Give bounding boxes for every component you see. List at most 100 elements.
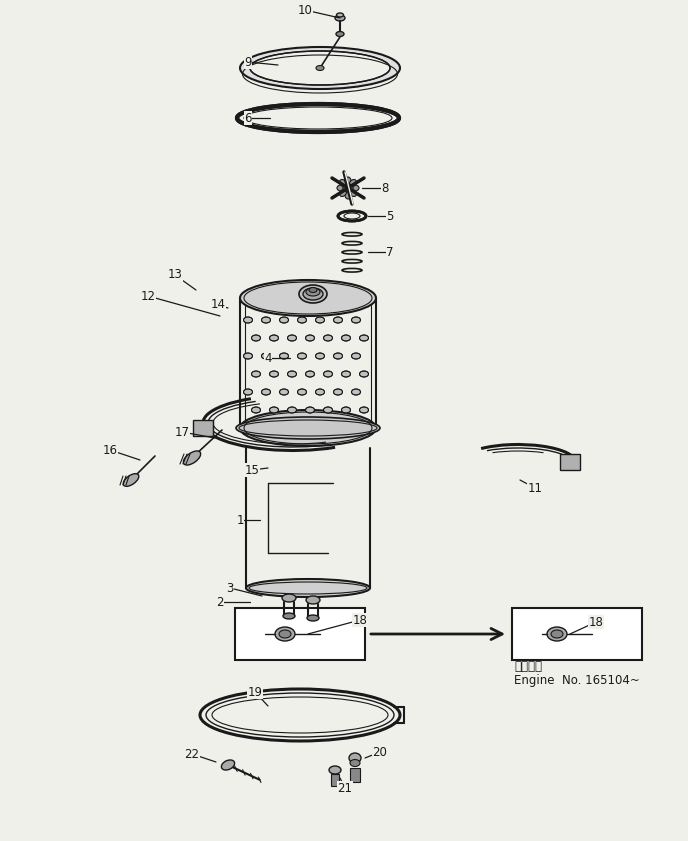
Ellipse shape (345, 177, 351, 185)
Ellipse shape (339, 179, 347, 187)
Text: 13: 13 (168, 268, 182, 282)
Ellipse shape (547, 627, 567, 641)
Ellipse shape (240, 280, 376, 316)
Ellipse shape (240, 410, 376, 446)
Ellipse shape (222, 760, 235, 770)
Bar (350, 768, 360, 782)
Ellipse shape (250, 51, 390, 85)
Ellipse shape (352, 317, 361, 323)
Ellipse shape (334, 389, 343, 395)
Ellipse shape (341, 407, 350, 413)
Ellipse shape (316, 66, 324, 71)
Text: 3: 3 (226, 581, 234, 595)
Ellipse shape (360, 371, 369, 377)
Ellipse shape (244, 389, 252, 395)
Ellipse shape (345, 191, 351, 199)
Ellipse shape (323, 371, 332, 377)
Ellipse shape (261, 389, 270, 395)
Ellipse shape (351, 185, 359, 191)
Ellipse shape (306, 596, 320, 604)
Ellipse shape (261, 317, 270, 323)
Text: 1: 1 (236, 514, 244, 526)
Text: 適用号機: 適用号機 (514, 660, 542, 673)
Text: 19: 19 (248, 685, 263, 699)
Text: 4: 4 (264, 352, 272, 364)
Ellipse shape (279, 389, 288, 395)
Bar (235, 608, 365, 660)
Ellipse shape (270, 371, 279, 377)
Ellipse shape (305, 335, 314, 341)
Ellipse shape (323, 335, 332, 341)
Ellipse shape (316, 317, 325, 323)
Ellipse shape (297, 389, 306, 395)
Ellipse shape (338, 211, 366, 221)
Ellipse shape (305, 407, 314, 413)
Ellipse shape (316, 353, 325, 359)
Text: Engine  No. 165104~: Engine No. 165104~ (514, 674, 640, 687)
Ellipse shape (352, 353, 361, 359)
Ellipse shape (279, 630, 291, 638)
Ellipse shape (360, 335, 369, 341)
Ellipse shape (279, 353, 288, 359)
Ellipse shape (352, 389, 361, 395)
Text: 9: 9 (244, 56, 252, 68)
Text: 8: 8 (381, 182, 389, 194)
Ellipse shape (283, 613, 295, 619)
Ellipse shape (236, 417, 380, 439)
Ellipse shape (282, 594, 296, 602)
Ellipse shape (299, 285, 327, 303)
Ellipse shape (237, 104, 399, 132)
Ellipse shape (334, 353, 343, 359)
Ellipse shape (252, 371, 261, 377)
Text: 21: 21 (338, 781, 352, 795)
Ellipse shape (240, 47, 400, 89)
Ellipse shape (335, 15, 345, 21)
Ellipse shape (275, 627, 295, 641)
Ellipse shape (316, 389, 325, 395)
Ellipse shape (297, 353, 306, 359)
Text: 18: 18 (352, 613, 367, 627)
Text: 15: 15 (244, 463, 259, 477)
Text: 14: 14 (211, 299, 226, 311)
Bar (331, 774, 339, 786)
Text: 22: 22 (184, 748, 200, 760)
Ellipse shape (288, 335, 297, 341)
Bar (512, 608, 642, 660)
Ellipse shape (123, 473, 139, 486)
Ellipse shape (551, 630, 563, 638)
Ellipse shape (339, 189, 347, 197)
Ellipse shape (349, 753, 361, 763)
Ellipse shape (288, 371, 297, 377)
Text: 10: 10 (298, 3, 312, 17)
Ellipse shape (329, 766, 341, 774)
Ellipse shape (307, 615, 319, 621)
Text: 18: 18 (588, 616, 603, 628)
Ellipse shape (270, 335, 279, 341)
Ellipse shape (261, 353, 270, 359)
Ellipse shape (350, 179, 356, 187)
Ellipse shape (336, 13, 343, 17)
Ellipse shape (334, 317, 343, 323)
Ellipse shape (252, 335, 261, 341)
Text: 20: 20 (373, 745, 387, 759)
Ellipse shape (350, 189, 356, 197)
Ellipse shape (360, 407, 369, 413)
Text: 7: 7 (386, 246, 394, 258)
Bar (560, 454, 580, 470)
Ellipse shape (305, 371, 314, 377)
Ellipse shape (323, 407, 332, 413)
Ellipse shape (246, 579, 370, 597)
Ellipse shape (183, 451, 201, 465)
Ellipse shape (306, 288, 320, 296)
Text: 2: 2 (216, 595, 224, 609)
Ellipse shape (288, 407, 297, 413)
Ellipse shape (303, 288, 323, 300)
Ellipse shape (244, 317, 252, 323)
Text: 11: 11 (528, 482, 543, 495)
Ellipse shape (244, 353, 252, 359)
Bar (193, 420, 213, 436)
Ellipse shape (350, 759, 360, 766)
Ellipse shape (337, 185, 345, 191)
Text: 17: 17 (175, 426, 189, 438)
Text: 12: 12 (140, 289, 155, 303)
